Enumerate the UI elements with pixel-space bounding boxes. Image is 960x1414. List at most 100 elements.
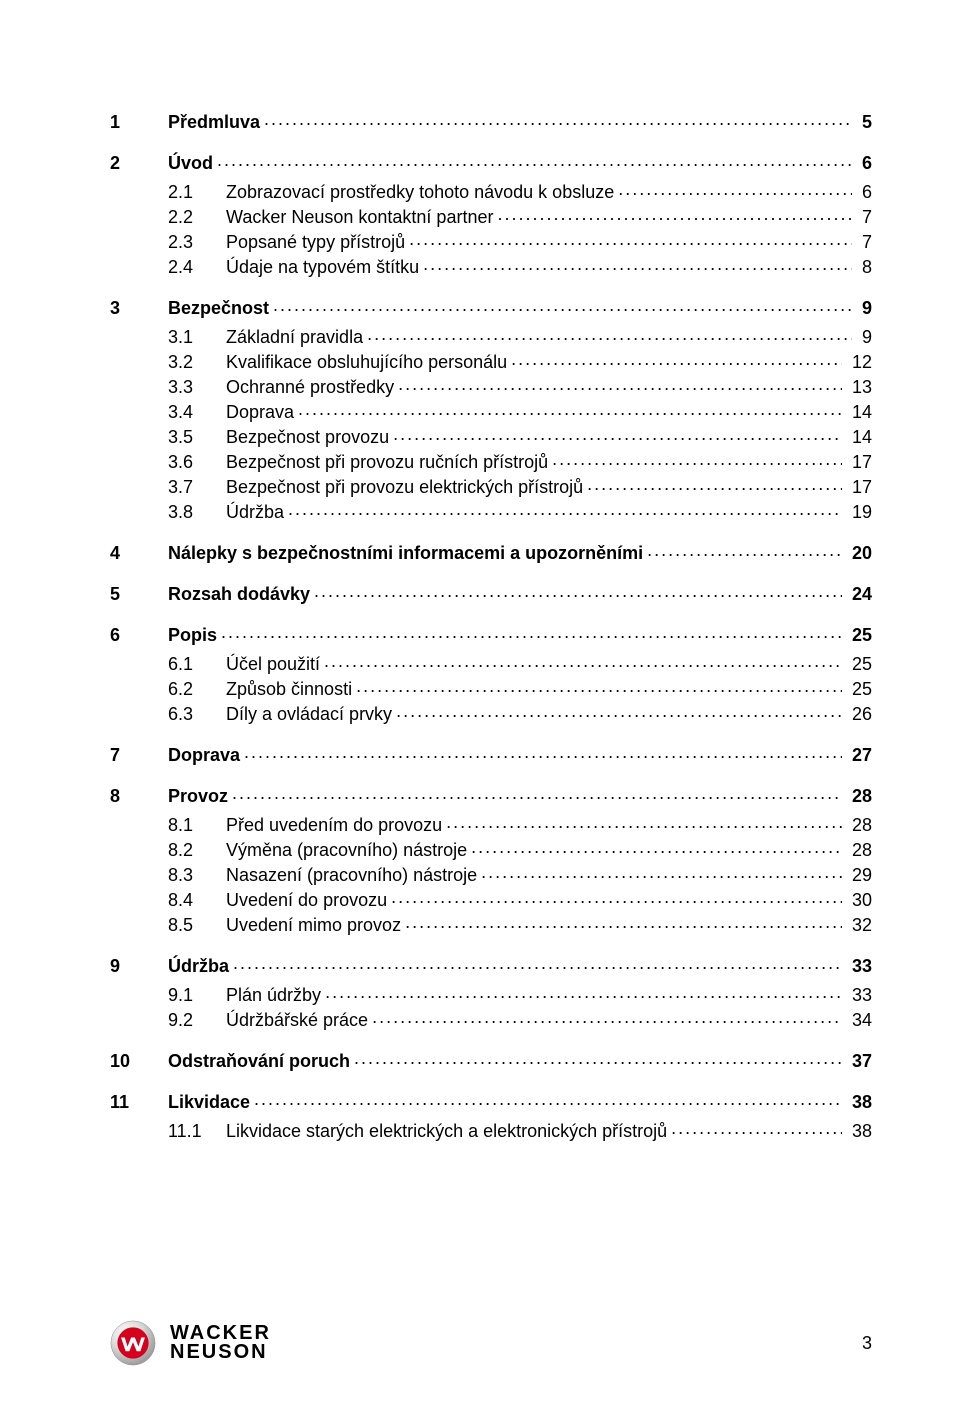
toc-number: 8.3 <box>168 866 226 884</box>
toc-row: 2.2Wacker Neuson kontaktní partner7 <box>110 205 872 226</box>
toc-row: 8.2Výměna (pracovního) nástroje28 <box>110 838 872 859</box>
toc-row: 3.7Bezpečnost při provozu elektrických p… <box>110 475 872 496</box>
toc-leader-dots <box>264 110 852 128</box>
toc-row: 3.5Bezpečnost provozu14 <box>110 425 872 446</box>
toc-number: 3.5 <box>168 428 226 446</box>
toc-number: 3.2 <box>168 353 226 371</box>
toc-leader-dots <box>273 296 852 314</box>
toc-row: 3.4Doprava14 <box>110 400 872 421</box>
toc-number: 6.2 <box>168 680 226 698</box>
toc-title: Úvod <box>168 154 213 172</box>
toc-number: 11.1 <box>168 1122 226 1140</box>
toc-title: Základní pravidla <box>226 328 363 346</box>
toc-page: 29 <box>846 866 872 884</box>
toc-leader-dots <box>497 205 852 223</box>
toc-title: Předmluva <box>168 113 260 131</box>
toc-leader-dots <box>325 983 842 1001</box>
toc-page: 14 <box>846 403 872 421</box>
toc-number: 3.4 <box>168 403 226 421</box>
wacker-neuson-logo-icon <box>110 1320 156 1366</box>
toc-leader-dots <box>391 888 842 906</box>
toc-leader-dots <box>298 400 842 418</box>
toc-title: Odstraňování poruch <box>168 1052 350 1070</box>
toc-title: Popis <box>168 626 217 644</box>
table-of-contents: 1Předmluva 5 2Úvod6 2.1Zobrazovací prostřed… <box>110 110 872 1140</box>
toc-title: Výměna (pracovního) nástroje <box>226 841 467 859</box>
toc-row: 2Úvod6 <box>110 151 872 172</box>
toc-number: 7 <box>110 746 168 764</box>
toc-row: 7Doprava27 <box>110 743 872 764</box>
toc-number: 1 <box>110 113 168 131</box>
toc-page: 38 <box>846 1093 872 1111</box>
toc-page: 30 <box>846 891 872 909</box>
page-footer: WACKER NEUSON 3 <box>0 1320 960 1366</box>
toc-title: Bezpečnost <box>168 299 269 317</box>
toc-page: 25 <box>846 626 872 644</box>
toc-number: 8.1 <box>168 816 226 834</box>
toc-leader-dots <box>324 652 842 670</box>
toc-leader-dots <box>356 677 842 695</box>
brand-block: WACKER NEUSON <box>110 1320 271 1366</box>
toc-page: 26 <box>846 705 872 723</box>
toc-title: Provoz <box>168 787 228 805</box>
toc-leader-dots <box>221 623 842 641</box>
toc-row: 3Bezpečnost9 <box>110 296 872 317</box>
toc-number: 3.1 <box>168 328 226 346</box>
toc-page: 7 <box>856 208 872 226</box>
brand-text: WACKER NEUSON <box>170 1324 271 1362</box>
toc-number: 3.3 <box>168 378 226 396</box>
toc-page: 28 <box>846 787 872 805</box>
brand-line-2: NEUSON <box>170 1343 271 1362</box>
toc-row: 2.3Popsané typy přístrojů7 <box>110 230 872 251</box>
toc-page: 25 <box>846 680 872 698</box>
toc-title: Díly a ovládací prvky <box>226 705 392 723</box>
toc-leader-dots <box>409 230 852 248</box>
toc-number: 3 <box>110 299 168 317</box>
toc-leader-dots <box>647 541 842 559</box>
toc-page: 6 <box>856 183 872 201</box>
toc-title: Ochranné prostředky <box>226 378 394 396</box>
toc-leader-dots <box>405 913 842 931</box>
toc-row: 8.4Uvedení do provozu30 <box>110 888 872 909</box>
toc-leader-dots <box>396 702 842 720</box>
toc-row: 3.2Kvalifikace obsluhujícího personálu12 <box>110 350 872 371</box>
toc-row: 2.1Zobrazovací prostředky tohoto návodu … <box>110 180 872 201</box>
toc-row: 8.1Před uvedením do provozu28 <box>110 813 872 834</box>
toc-number: 4 <box>110 544 168 562</box>
toc-leader-dots <box>423 255 852 273</box>
page: 1Předmluva 5 2Úvod6 2.1Zobrazovací prostřed… <box>0 0 960 1414</box>
toc-page: 14 <box>846 428 872 446</box>
toc-row: 3.6Bezpečnost při provozu ručních přístr… <box>110 450 872 471</box>
toc-number: 3.7 <box>168 478 226 496</box>
toc-title: Bezpečnost při provozu ručních přístrojů <box>226 453 548 471</box>
toc-row: 8Provoz28 <box>110 784 872 805</box>
toc-title: Účel použití <box>226 655 320 673</box>
toc-number: 8.5 <box>168 916 226 934</box>
toc-page: 24 <box>846 585 872 603</box>
toc-row: 9Údržba33 <box>110 954 872 975</box>
toc-leader-dots <box>217 151 852 169</box>
toc-page: 27 <box>846 746 872 764</box>
toc-leader-dots <box>367 325 852 343</box>
toc-title: Rozsah dodávky <box>168 585 310 603</box>
toc-title: Údaje na typovém štítku <box>226 258 419 276</box>
toc-row: 8.3Nasazení (pracovního) nástroje29 <box>110 863 872 884</box>
toc-leader-dots <box>398 375 842 393</box>
toc-number: 9.2 <box>168 1011 226 1029</box>
toc-title: Uvedení mimo provoz <box>226 916 401 934</box>
toc-title: Likvidace starých elektrických a elektro… <box>226 1122 667 1140</box>
toc-leader-dots <box>354 1049 842 1067</box>
toc-row: 6.2Způsob činnosti25 <box>110 677 872 698</box>
toc-number: 11 <box>110 1093 168 1111</box>
toc-title: Likvidace <box>168 1093 250 1111</box>
toc-number: 6.1 <box>168 655 226 673</box>
toc-row: 11.1Likvidace starých elektrických a ele… <box>110 1119 872 1140</box>
toc-leader-dots <box>372 1008 842 1026</box>
toc-leader-dots <box>671 1119 842 1137</box>
toc-number: 5 <box>110 585 168 603</box>
toc-number: 2.4 <box>168 258 226 276</box>
toc-row: 9.1Plán údržby33 <box>110 983 872 1004</box>
toc-number: 3.8 <box>168 503 226 521</box>
toc-leader-dots <box>314 582 842 600</box>
page-number: 3 <box>862 1333 872 1354</box>
